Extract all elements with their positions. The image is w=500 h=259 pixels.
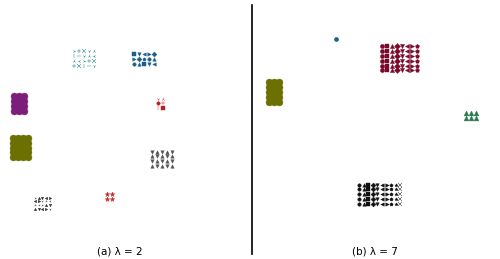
Text: (a) λ = 2: (a) λ = 2 — [97, 247, 143, 256]
Text: (b) λ = 7: (b) λ = 7 — [352, 247, 398, 256]
